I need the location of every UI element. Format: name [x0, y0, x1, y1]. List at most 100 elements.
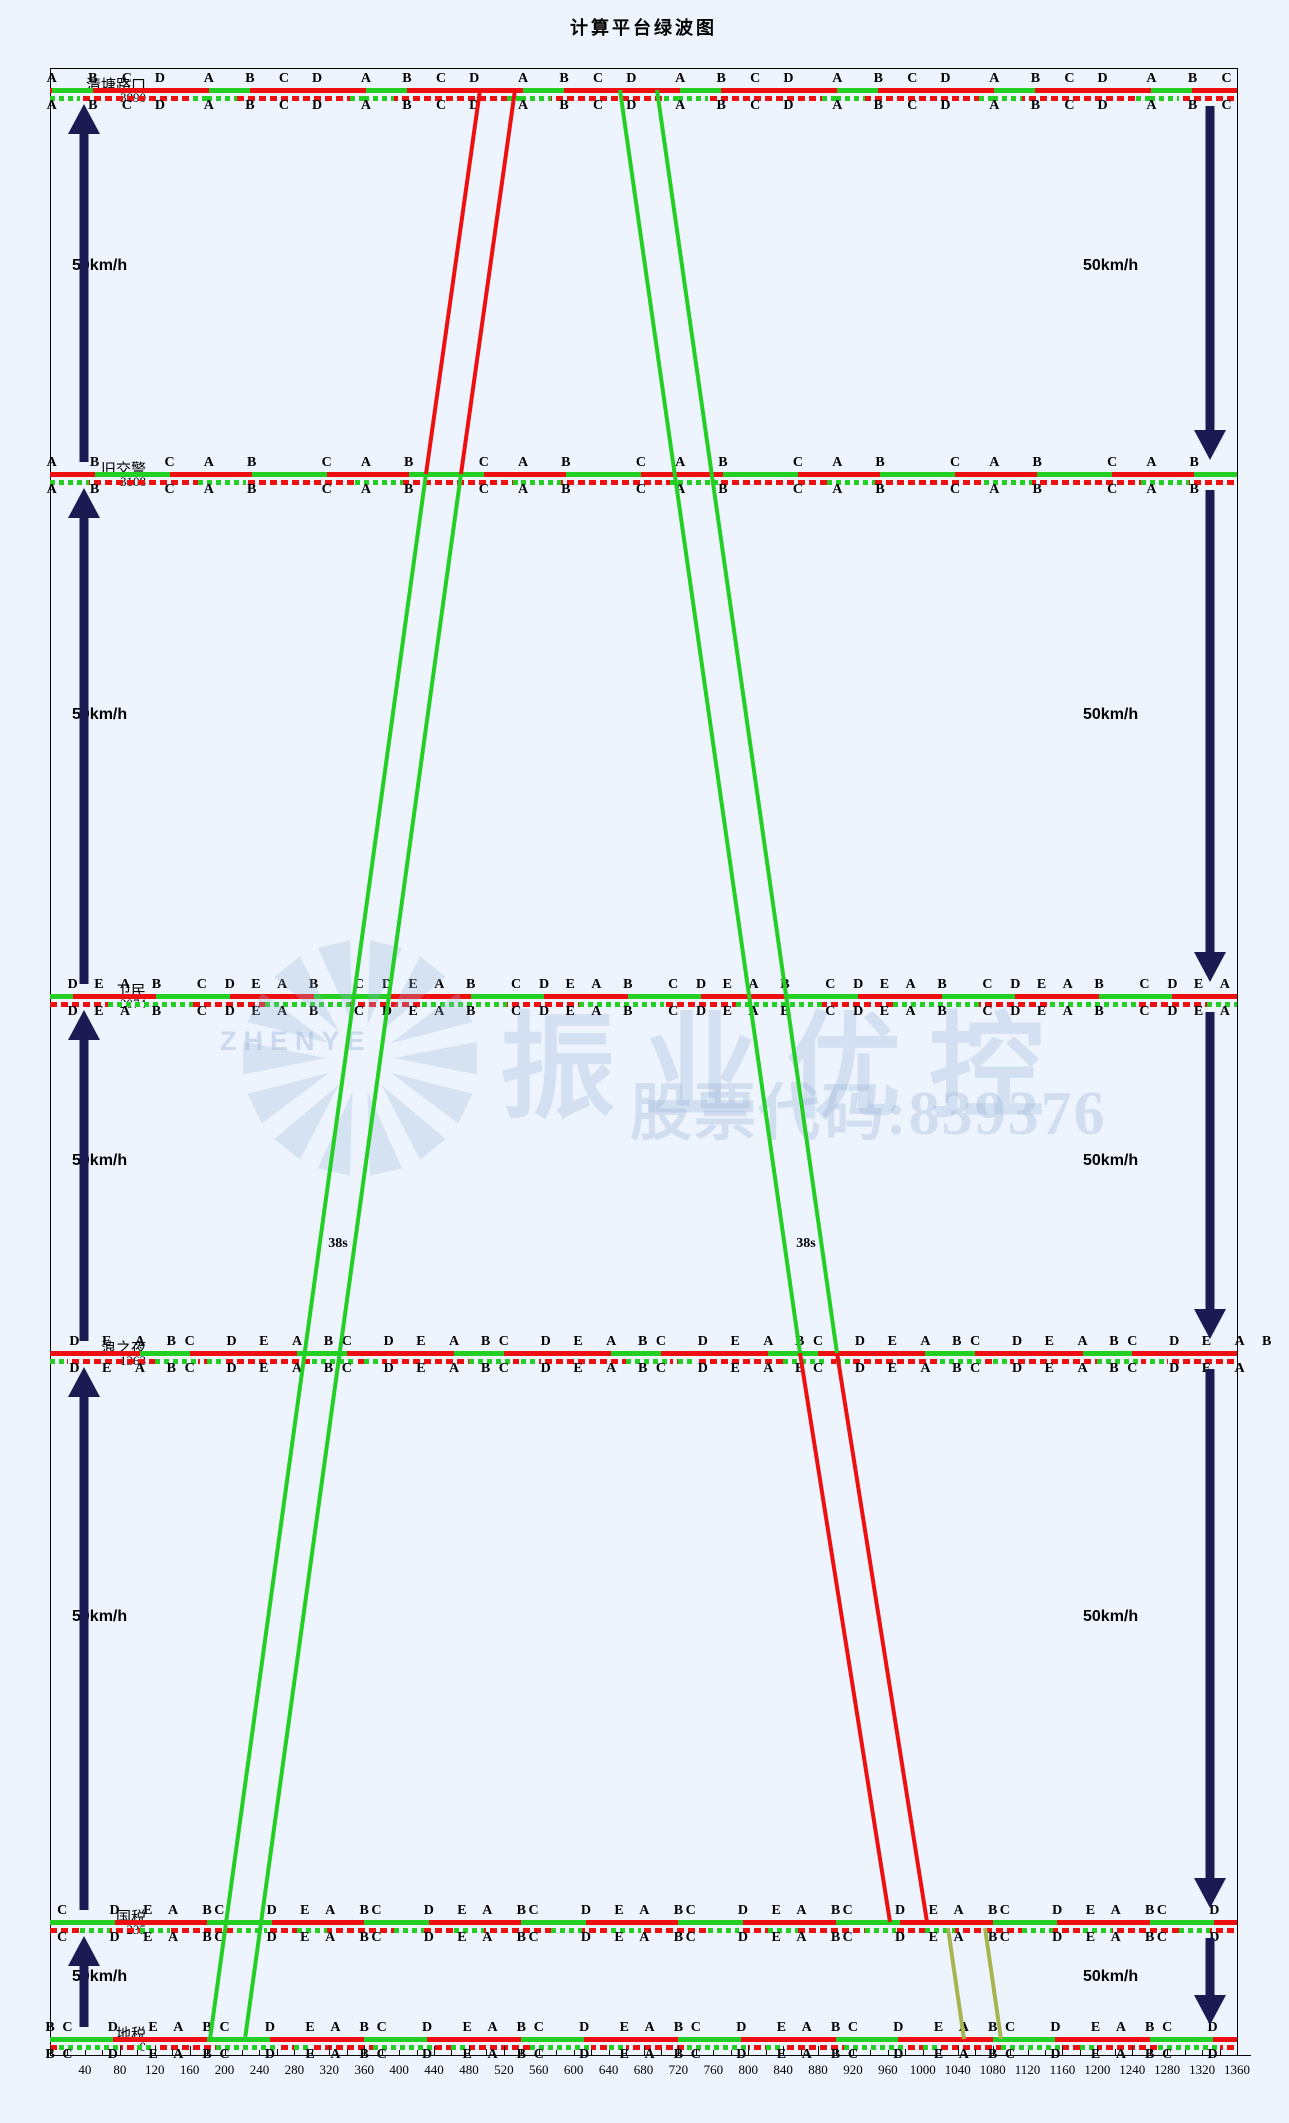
phase-letter: E [1193, 1004, 1204, 1019]
signal-line-green-segment [680, 88, 722, 93]
phase-letter: B [873, 98, 883, 113]
phase-letter: A [763, 1361, 774, 1376]
phase-letter: A [796, 1903, 807, 1918]
phase-letter: B [830, 1930, 841, 1945]
phase-letter: D [1011, 1361, 1023, 1376]
phase-letter: D [226, 1361, 237, 1376]
phase-letter: C [792, 455, 804, 470]
phase-letter: E [94, 977, 104, 992]
signal-line-green-segment [835, 1920, 901, 1925]
phase-letter: E [408, 977, 418, 992]
signal-line-green-segment [1149, 994, 1173, 999]
phase-letter: B [308, 1004, 319, 1019]
phase-letter: C [1005, 2020, 1016, 2035]
signal-dotted-green-segment [626, 1359, 670, 1364]
phase-letter: C [57, 1930, 68, 1945]
speed-label-right: 50km/h [1083, 1608, 1139, 1625]
signal-dotted-green-segment [865, 1928, 896, 1933]
plot-top-border [50, 68, 1237, 69]
phase-letter: B [202, 2047, 212, 2062]
phase-letter: B [1030, 71, 1041, 86]
axis-tick-label: 600 [563, 2062, 584, 2077]
axis-tick-label: 1320 [1189, 2062, 1216, 2077]
phase-letter: D [423, 1903, 434, 1918]
phase-letter: C [1139, 1004, 1150, 1019]
signal-dotted-green-segment [608, 2045, 627, 2050]
watermark-sunray-logo [390, 992, 473, 1044]
phase-letter: B [718, 482, 728, 497]
phase-letter: A [832, 71, 843, 86]
phase-letter: B [166, 1334, 176, 1349]
signal-line-green-segment [768, 1351, 819, 1356]
phase-letter: B [875, 455, 885, 470]
phase-letter: E [771, 1903, 781, 1918]
phase-letter: A [482, 1903, 493, 1918]
phase-letter: E [722, 1004, 732, 1019]
phase-letter: D [1207, 2020, 1218, 2035]
watermark-sunray-logo [394, 1041, 477, 1075]
phase-letter: C [164, 482, 175, 497]
phase-letter: A [796, 1930, 807, 1945]
signal-line-green-segment [837, 88, 879, 93]
phase-letter: A [953, 1930, 964, 1945]
phase-letter: D [696, 977, 707, 992]
axis-tick-label: 320 [319, 2062, 340, 2077]
phase-letter: E [457, 1930, 467, 1945]
signal-line-green-segment [523, 88, 565, 93]
signal-dotted-green-segment [1140, 480, 1150, 485]
phase-letter: A [1146, 98, 1157, 113]
axis-tick-label: 1160 [1049, 2062, 1076, 2077]
signal-line-green-segment [313, 994, 365, 999]
speed-label-right: 50km/h [1083, 1968, 1139, 1985]
x-axis-line [50, 2055, 1251, 2056]
axis-tick [818, 2046, 820, 2055]
phase-letter: A [1115, 2047, 1126, 2062]
phase-letter: D [737, 1930, 749, 1945]
signal-line-green-segment [994, 88, 1036, 93]
phase-letter: E [879, 1004, 890, 1019]
phase-letter: E [1085, 1930, 1096, 1945]
phase-letter: B [1187, 71, 1198, 86]
phase-letter: D [154, 98, 166, 113]
phase-letter: A [119, 1004, 131, 1019]
phase-letter: C [1156, 1903, 1167, 1918]
phase-letter: E [300, 1930, 310, 1945]
signal-dotted-green-segment [372, 2045, 435, 2050]
signal-dotted-green-segment [107, 1002, 194, 1007]
phase-letter: A [644, 2020, 655, 2035]
watermark-sunray-logo [367, 1091, 403, 1176]
signal-line-green-segment [678, 994, 702, 999]
phase-letter: B [795, 1361, 805, 1376]
phase-letter: A [591, 977, 602, 992]
speed-label-right: 50km/h [1083, 706, 1139, 723]
phase-letter: C [121, 71, 132, 86]
axis-tick [154, 2046, 156, 2055]
phase-letter: D [109, 1903, 120, 1918]
phase-letter: B [937, 1004, 947, 1019]
phase-letter: C [219, 2047, 230, 2062]
phase-letter: C [498, 1334, 509, 1349]
axis-tick [1062, 2046, 1064, 2055]
phase-letter: D [579, 2047, 590, 2062]
phase-letter: B [718, 455, 728, 470]
phase-letter: E [94, 1004, 104, 1019]
phase-letter: D [1010, 977, 1021, 992]
phase-letter: B [673, 1930, 684, 1945]
signal-dotted-green-segment [364, 1359, 382, 1364]
phase-letter: B [402, 98, 412, 113]
axis-tick [783, 2046, 785, 2055]
phase-letter: C [278, 98, 289, 113]
phase-letter: A [675, 482, 686, 497]
phase-letter: B [830, 2047, 841, 2062]
axis-tick [1079, 2049, 1081, 2055]
phase-letter: A [119, 977, 131, 992]
watermark-stock-code: 股票代码:839376 [630, 1080, 1107, 1148]
phase-letter: B [89, 482, 100, 497]
phase-letter: B [323, 1361, 334, 1376]
phase-letter: C [184, 1361, 195, 1376]
axis-tick [451, 2049, 453, 2055]
phase-letter: B [1030, 98, 1041, 113]
signal-line-green-segment [297, 1351, 347, 1356]
phase-letter: E [305, 2020, 315, 2035]
signal-line-green-segment [880, 472, 956, 477]
